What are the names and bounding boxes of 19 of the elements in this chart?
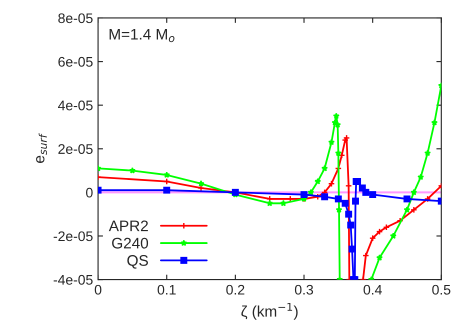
- x-tick-label: 0.1: [158, 284, 176, 295]
- y-tick-label: 8e-05: [58, 13, 93, 24]
- x-tick-label: 0.3: [294, 284, 314, 295]
- y-tick-label: 4e-05: [58, 100, 93, 110]
- y-tick-label: -2e-05: [54, 231, 93, 242]
- x-tick-label: 0.5: [432, 284, 450, 295]
- legend-label: QS: [127, 255, 148, 269]
- y-tick-label: 6e-05: [58, 56, 93, 67]
- x-tick-label: 0.4: [364, 284, 382, 295]
- y-axis-title: e$_{surf}$: [36, 133, 47, 163]
- y-tick-label: 0: [86, 188, 93, 198]
- annotation: M=1.4 M$_{o}$: [110, 28, 174, 42]
- legend-label: G240: [112, 238, 148, 249]
- y-tick-label: 2e-05: [58, 144, 93, 154]
- y-tick-label: -4e-05: [54, 274, 93, 285]
- x-tick-label: 0: [94, 284, 102, 295]
- x-tick-label: 0.2: [226, 284, 244, 295]
- legend-label: APR2: [108, 220, 148, 232]
- x-axis-title: ζ (km$^{−1}$): [241, 302, 298, 320]
